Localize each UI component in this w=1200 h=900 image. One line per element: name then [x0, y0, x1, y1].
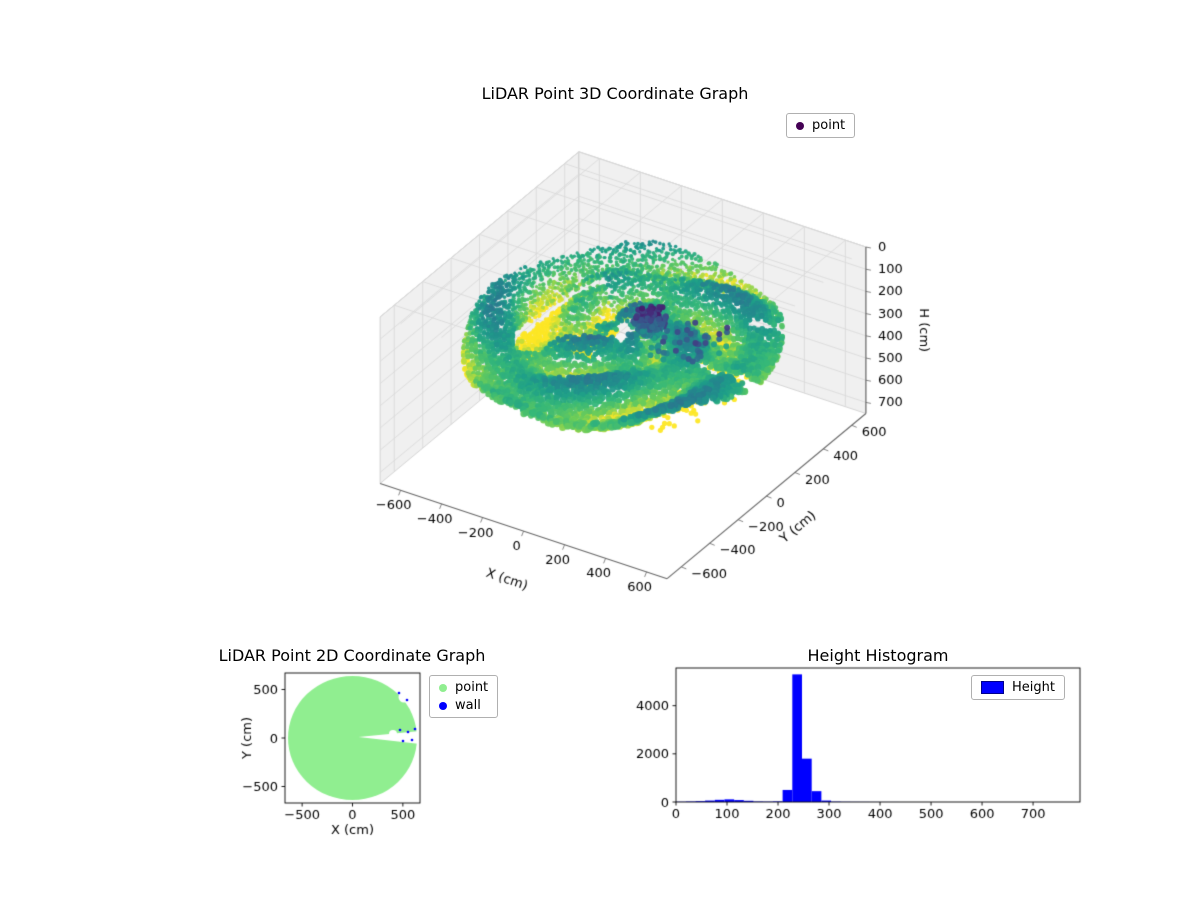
height-bar-swatch: [981, 681, 1004, 694]
histogram-title: Height Histogram: [807, 646, 949, 665]
chart2d-title: LiDAR Point 2D Coordinate Graph: [218, 646, 486, 665]
wall-marker-swatch-2d: [439, 701, 447, 710]
chart3d-legend: point: [786, 113, 856, 138]
chart3d-title: LiDAR Point 3D Coordinate Graph: [481, 84, 749, 103]
legend-item-height: Height: [981, 680, 1055, 695]
histogram-legend: Height: [971, 675, 1065, 700]
point-marker-swatch: [796, 121, 804, 130]
legend-label-point-3d: point: [812, 118, 846, 133]
legend-item-point-2d: point: [439, 680, 488, 695]
legend-item-point-3d: point: [796, 118, 845, 133]
legend-label-point-2d: point: [455, 680, 489, 695]
legend-item-wall-2d: wall: [439, 698, 488, 713]
point-marker-swatch-2d: [439, 683, 447, 692]
legend-label-height: Height: [1012, 680, 1055, 695]
legend-label-wall-2d: wall: [455, 698, 481, 713]
chart2d-legend: point wall: [429, 675, 499, 718]
